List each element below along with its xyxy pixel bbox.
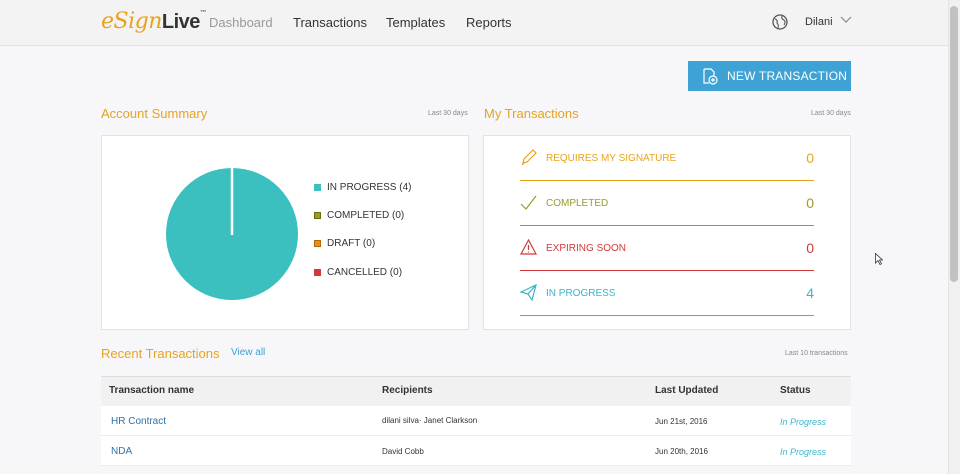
my-transactions-title: My Transactions	[484, 106, 579, 121]
transaction-status: In Progress	[780, 417, 827, 427]
table-row[interactable]	[101, 436, 851, 466]
legend-swatch-cancelled	[314, 269, 321, 276]
logo-text-part1: eSign	[101, 9, 162, 34]
page-scrollbar-thumb[interactable]	[950, 6, 958, 282]
expiring-soon-underline	[520, 269, 814, 271]
legend-swatch-draft	[314, 240, 321, 247]
completed-count: 0	[806, 195, 814, 211]
legend-label-completed: COMPLETED (0)	[327, 210, 405, 221]
legend-label-in-progress: IN PROGRESS (4)	[327, 182, 412, 193]
document-plus-icon	[703, 67, 718, 85]
transaction-status: In Progress	[780, 447, 827, 457]
transaction-last-updated: Jun 20th, 2016	[655, 447, 708, 456]
legend-completed: COMPLETED (0)	[314, 210, 404, 221]
top-navigation-bar	[0, 0, 948, 46]
legend-swatch-completed	[314, 212, 321, 219]
transaction-name-link[interactable]: NDA	[111, 446, 133, 457]
legend-label-cancelled: CANCELLED (0)	[327, 267, 403, 278]
legend-in-progress: IN PROGRESS (4)	[314, 182, 411, 193]
requires-signature-count: 0	[806, 150, 814, 166]
recent-transactions-note: Last 10 transactions	[785, 350, 848, 357]
legend-label-draft: DRAFT (0)	[327, 238, 376, 249]
nav-templates[interactable]: Templates	[386, 15, 446, 30]
paper-plane-icon	[520, 284, 537, 301]
transaction-recipients: David Cobb	[382, 447, 424, 456]
my-transactions-period: Last 30 days	[811, 110, 851, 117]
recent-transactions-title: Recent Transactions	[101, 346, 220, 361]
account-summary-period: Last 30 days	[428, 110, 468, 117]
account-summary-title: Account Summary	[101, 106, 208, 121]
transaction-last-updated: Jun 21st, 2016	[655, 417, 708, 426]
legend-cancelled: CANCELLED (0)	[314, 267, 402, 278]
new-transaction-button[interactable]: NEW TRANSACTION	[688, 61, 851, 91]
table-row[interactable]	[101, 406, 851, 436]
in-progress-row[interactable]: IN PROGRESS 4	[520, 271, 814, 316]
expiring-soon-label: EXPIRING SOON	[546, 243, 627, 254]
my-transactions-panel	[483, 135, 851, 330]
logo-text-part2: Live	[161, 11, 201, 33]
recent-transactions-table-header	[101, 376, 851, 406]
transaction-recipients: dilani silva· Janet Clarkson	[382, 416, 478, 425]
pen-icon	[521, 149, 537, 166]
view-all-link[interactable]: View all	[231, 347, 266, 358]
mouse-cursor-icon	[875, 253, 883, 265]
expiring-soon-count: 0	[806, 240, 814, 256]
checkmark-icon	[520, 195, 537, 210]
new-transaction-label: NEW TRANSACTION	[727, 69, 848, 83]
completed-label: COMPLETED	[546, 198, 609, 209]
warning-icon	[520, 239, 537, 255]
nav-transactions[interactable]: Transactions	[293, 15, 367, 30]
transaction-name-link[interactable]: HR Contract	[111, 416, 167, 427]
globe-icon[interactable]	[772, 14, 788, 30]
legend-draft: DRAFT (0)	[314, 238, 375, 249]
requires-signature-row[interactable]: REQUIRES MY SIGNATURE 0	[520, 136, 814, 181]
nav-dashboard[interactable]: Dashboard	[209, 15, 273, 30]
logo-trademark: ™	[199, 9, 207, 17]
in-progress-label: IN PROGRESS	[546, 288, 616, 299]
column-transaction-name[interactable]: Transaction name	[109, 385, 195, 396]
user-name[interactable]: Dilani	[805, 16, 833, 28]
completed-underline	[520, 224, 814, 226]
chevron-down-icon[interactable]	[840, 15, 852, 25]
account-summary-pie-chart	[166, 168, 298, 300]
completed-row[interactable]: COMPLETED 0	[520, 181, 814, 226]
legend-swatch-in-progress	[314, 184, 321, 191]
column-last-updated[interactable]: Last Updated	[655, 385, 719, 396]
requires-signature-label: REQUIRES MY SIGNATURE	[546, 153, 677, 164]
esignlive-logo[interactable]: eSignLive™	[101, 9, 207, 34]
column-recipients[interactable]: Recipients	[382, 385, 433, 396]
requires-signature-underline	[520, 179, 814, 181]
in-progress-underline	[520, 314, 814, 316]
in-progress-count: 4	[806, 285, 814, 301]
expiring-soon-row[interactable]: EXPIRING SOON 0	[520, 226, 814, 271]
nav-reports[interactable]: Reports	[466, 15, 512, 30]
column-status[interactable]: Status	[780, 385, 811, 396]
